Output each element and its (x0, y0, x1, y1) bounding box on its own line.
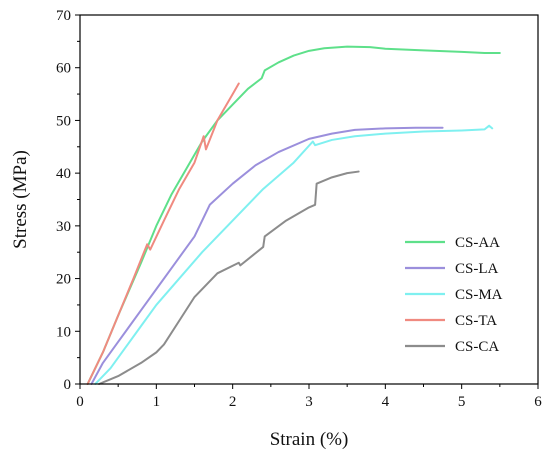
legend: CS-AA CS-LA CS-MA CS-TA CS-CA (405, 235, 503, 355)
legend-label: CS-LA (455, 261, 499, 277)
x-tick-label: 1 (153, 394, 161, 410)
series-line-cs-la (90, 126, 444, 385)
x-axis-title: Strain (%) (270, 429, 349, 450)
series-line-cs-ca (98, 170, 360, 385)
y-tick-label: 60 (56, 61, 71, 77)
y-tick-label: 30 (56, 219, 71, 235)
plot-lines (86, 45, 501, 385)
legend-label: CS-CA (455, 339, 499, 355)
y-axis-title: Stress (MPa) (10, 150, 31, 249)
legend-label: CS-AA (455, 235, 500, 251)
x-tick-label: 3 (305, 394, 313, 410)
series-line-cs-ma (94, 124, 494, 385)
x-tick-label: 0 (76, 394, 84, 410)
y-tick-label: 40 (56, 166, 71, 182)
y-tick-label: 10 (56, 324, 71, 340)
axis-ticks (75, 14, 539, 389)
x-tick-label: 5 (458, 394, 466, 410)
x-tick-label: 2 (229, 394, 237, 410)
series-line-cs-aa (86, 45, 501, 385)
legend-label: CS-MA (455, 287, 503, 303)
x-tick-label: 6 (534, 394, 542, 410)
series-line-cs-ta (86, 82, 240, 385)
y-tick-label: 70 (56, 8, 71, 24)
y-tick-label: 0 (64, 377, 72, 393)
y-tick-label: 50 (56, 113, 71, 129)
y-tick-label: 20 (56, 272, 71, 288)
legend-label: CS-TA (455, 313, 497, 329)
x-tick-label: 4 (382, 394, 390, 410)
